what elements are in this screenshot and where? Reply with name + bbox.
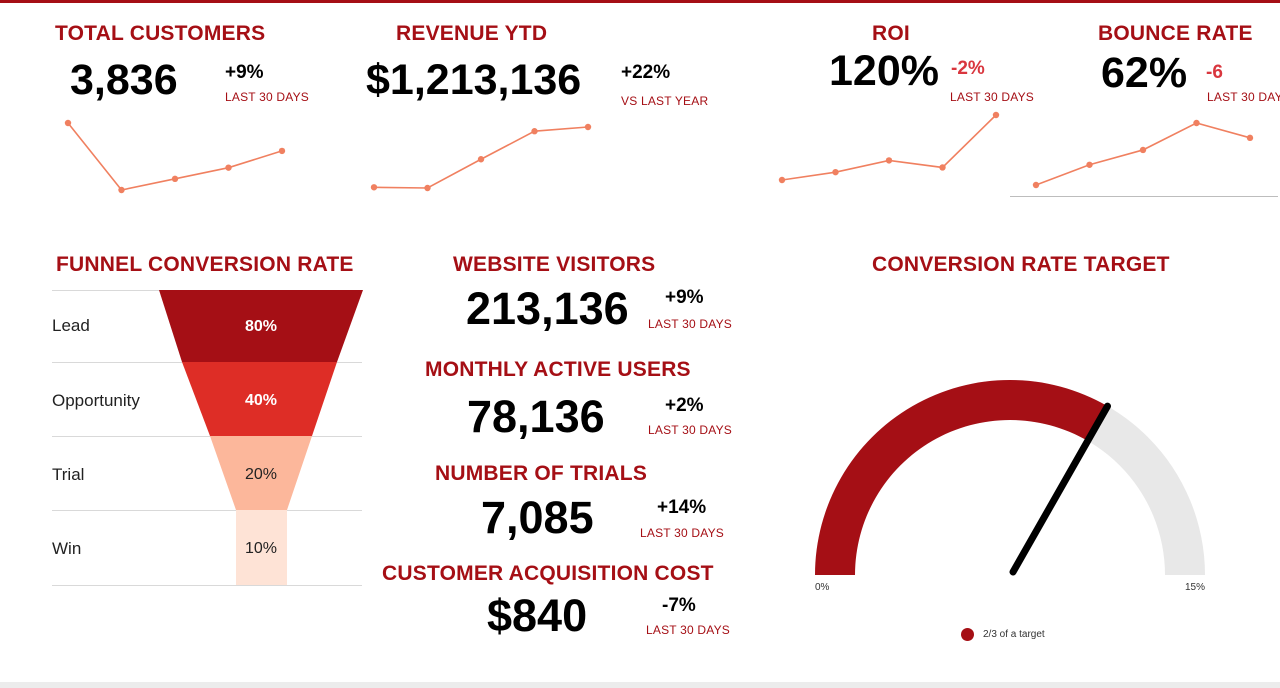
bounce-rate-sparkline-point xyxy=(1246,134,1254,142)
total-customers-sparkline-point xyxy=(118,186,125,194)
total-customers-sparkline-point xyxy=(171,175,179,183)
funnel-divider xyxy=(52,436,362,437)
funnel-divider xyxy=(52,510,362,511)
number-of-trials-period: LAST 30 DAYS xyxy=(640,526,724,540)
total-customers-value: 3,836 xyxy=(70,56,178,104)
funnel-value-opportunity: 40% xyxy=(244,392,278,409)
number-of-trials-title: NUMBER OF TRIALS xyxy=(435,462,648,485)
top-accent-line xyxy=(0,0,1280,3)
revenue-ytd-sparkline-point xyxy=(424,184,431,192)
customer-acquisition-cost-period: LAST 30 DAYS xyxy=(646,623,730,637)
website-visitors-value: 213,136 xyxy=(466,283,629,334)
monthly-active-users-value: 78,136 xyxy=(467,391,605,442)
funnel-value-lead: 80% xyxy=(244,318,278,335)
funnel-label-opportunity: Opportunity xyxy=(52,391,140,410)
bounce-rate-sparkline-point xyxy=(1193,119,1200,127)
funnel-stage-opportunity xyxy=(182,362,337,436)
roi-sparkline-point xyxy=(885,157,893,164)
roi-value: 120% xyxy=(829,47,939,95)
funnel-stage-win xyxy=(236,510,287,585)
revenue-ytd-title: REVENUE YTD xyxy=(396,22,548,45)
customer-acquisition-cost-delta: -7% xyxy=(662,595,696,616)
gauge-legend-marker xyxy=(961,628,974,641)
gauge-legend-text: 2/3 of a target xyxy=(983,629,1045,640)
total-customers-sparkline-point xyxy=(278,147,286,155)
bounce-rate-delta: -6 xyxy=(1206,62,1223,83)
gauge-max-label: 15% xyxy=(1185,582,1206,593)
monthly-active-users-delta: +2% xyxy=(665,395,704,416)
funnel-label-lead: Lead xyxy=(52,316,90,335)
revenue-ytd-period: VS LAST YEAR xyxy=(621,94,709,108)
gauge-needle xyxy=(1009,402,1111,576)
revenue-ytd-sparkline-point xyxy=(531,128,538,135)
revenue-ytd-sparkline-point xyxy=(584,123,592,131)
bounce-rate-period: LAST 30 DAY xyxy=(1207,90,1280,104)
website-visitors-delta: +9% xyxy=(665,287,704,308)
total-customers-title: TOTAL CUSTOMERS xyxy=(55,22,266,45)
funnel-title: FUNNEL CONVERSION RATE xyxy=(56,253,354,276)
funnel-stage-trial xyxy=(210,436,312,510)
bounce-rate-sparkline-point xyxy=(1032,181,1040,189)
website-visitors-title: WEBSITE VISITORS xyxy=(453,253,656,276)
total-customers-delta: +9% xyxy=(225,62,264,83)
total-customers-period: LAST 30 DAYS xyxy=(225,90,309,104)
roi-sparkline-point xyxy=(832,168,839,176)
total-customers-sparkline-point xyxy=(64,119,72,127)
bounce-rate-value: 62% xyxy=(1101,49,1188,97)
monthly-active-users-period: LAST 30 DAYS xyxy=(648,423,732,437)
funnel-label-trial: Trial xyxy=(52,465,85,484)
revenue-ytd-delta: +22% xyxy=(621,62,671,83)
number-of-trials-value: 7,085 xyxy=(481,492,594,543)
bounce-rate-baseline xyxy=(1010,196,1278,197)
bounce-rate-sparkline-point xyxy=(1086,161,1093,168)
roi-delta: -2% xyxy=(951,58,985,79)
roi-sparkline-point xyxy=(939,164,946,171)
gauge-min-label: 0% xyxy=(815,582,830,593)
revenue-ytd-sparkline-point xyxy=(477,156,485,163)
number-of-trials-delta: +14% xyxy=(657,497,707,518)
revenue-ytd-value: $1,213,136 xyxy=(366,56,582,104)
gauge-title: CONVERSION RATE TARGET xyxy=(872,253,1170,276)
funnel-value-win: 10% xyxy=(244,540,278,557)
funnel-stage-lead xyxy=(159,290,363,362)
bounce-rate-sparkline-point xyxy=(1139,146,1147,154)
bottom-band xyxy=(0,682,1280,688)
total-customers-sparkline-point xyxy=(225,164,232,171)
revenue-ytd-sparkline-point xyxy=(370,184,378,191)
bounce-rate-title: BOUNCE RATE xyxy=(1098,22,1253,45)
gauge-fill xyxy=(815,380,1108,575)
website-visitors-period: LAST 30 DAYS xyxy=(648,317,732,331)
customer-acquisition-cost-value: $840 xyxy=(487,590,588,641)
roi-period: LAST 30 DAYS xyxy=(950,90,1034,104)
funnel-divider xyxy=(52,585,362,586)
roi-title: ROI xyxy=(872,22,910,45)
roi-sparkline-point xyxy=(992,111,1000,119)
roi-sparkline-point xyxy=(778,176,786,184)
monthly-active-users-title: MONTHLY ACTIVE USERS xyxy=(425,358,691,381)
customer-acquisition-cost-title: CUSTOMER ACQUISITION COST xyxy=(382,562,714,585)
funnel-label-win: Win xyxy=(52,539,82,558)
funnel-value-trial: 20% xyxy=(244,466,278,483)
